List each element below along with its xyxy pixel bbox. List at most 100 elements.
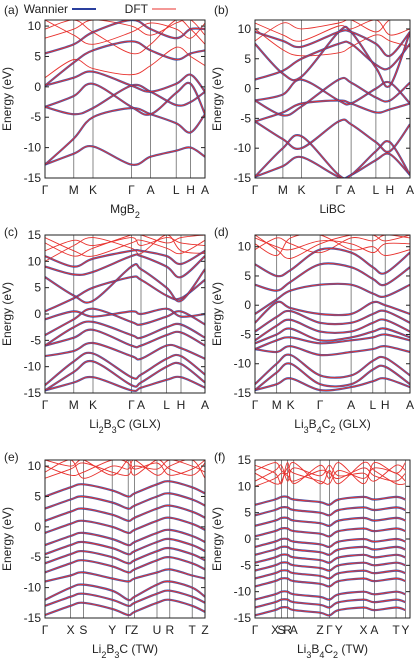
kpoint-label: Γ — [125, 623, 132, 637]
kpoint-label: K — [89, 398, 97, 412]
material-label: MgB2 — [110, 202, 140, 220]
kpoint-label: Γ — [317, 398, 324, 412]
plot-frame — [254, 234, 411, 394]
y-tick-label: -15 — [24, 171, 42, 185]
material-text: C — [324, 642, 333, 656]
dft-band-line — [255, 590, 406, 601]
kpoint-label: A — [406, 183, 414, 197]
kpoint-label: H — [381, 398, 390, 412]
y-axis-label: Energy (eV) — [0, 67, 14, 131]
y-tick-label: 0 — [244, 82, 251, 96]
y-tick-label: 10 — [28, 459, 42, 473]
kpoint-label: X — [359, 623, 367, 637]
material-text: (GLX) — [335, 417, 370, 431]
dft-band-line — [255, 28, 410, 57]
dft-band-line — [255, 26, 410, 88]
dft-band-line — [45, 308, 205, 336]
kpoint-label: Γ — [42, 623, 49, 637]
dft-band-line — [255, 237, 410, 254]
material-subscript: 2 — [330, 425, 335, 435]
y-tick-label: -10 — [234, 357, 252, 371]
wannier-band-line — [255, 590, 406, 601]
wannier-band-line — [255, 345, 410, 357]
y-tick-label: 10 — [238, 240, 252, 254]
material-label: LiBC — [319, 202, 345, 216]
y-tick-label: 5 — [244, 269, 251, 283]
kpoint-label: R — [165, 623, 174, 637]
dft-band-line — [45, 505, 205, 522]
kpoint-label: L — [369, 398, 376, 412]
wannier-band-line — [255, 327, 410, 345]
y-tick-label: -10 — [24, 581, 42, 595]
dft-band-line — [255, 262, 410, 292]
dft-band-line — [255, 134, 410, 178]
kpoint-label: A — [201, 183, 209, 197]
dft-band-line — [45, 145, 205, 166]
dft-band-line — [45, 263, 205, 304]
kpoint-label: T — [189, 623, 197, 637]
dft-band-line — [255, 77, 410, 116]
y-tick-label: 0 — [34, 307, 41, 321]
kpoint-label: H — [186, 183, 195, 197]
bands — [255, 20, 410, 178]
wannier-band-line — [255, 537, 406, 549]
kpoint-label: Γ — [42, 398, 49, 412]
dft-band-line — [255, 561, 406, 572]
dft-band-line — [255, 283, 410, 315]
dft-band-line — [255, 153, 410, 178]
kpoint-label: S — [277, 623, 285, 637]
dft-band-line — [45, 360, 205, 391]
dft-band-line — [45, 107, 205, 165]
y-tick-label: 15 — [28, 228, 42, 242]
y-tick-label: -15 — [24, 611, 42, 625]
material-text: LiBC — [319, 202, 345, 216]
kpoint-label: Γ — [128, 398, 135, 412]
kpoint-label: L — [163, 398, 170, 412]
dft-band-line — [255, 41, 410, 81]
y-tick-label: -15 — [234, 171, 252, 185]
kpoint-label: Γ — [252, 623, 259, 637]
dft-band-line — [255, 100, 410, 122]
dft-band-line — [255, 119, 410, 153]
dft-band-line — [255, 354, 410, 385]
kpoint-label: Y — [401, 623, 409, 637]
y-tick-label: -5 — [30, 333, 41, 347]
material-text: B — [106, 642, 114, 656]
kpoint-label: Γ — [128, 183, 135, 197]
dft-band-line — [255, 333, 410, 350]
kpoint-label: Γ — [252, 398, 259, 412]
dft-band-line — [45, 40, 205, 86]
material-subscript: 2 — [135, 210, 140, 220]
material-text: (TW) — [338, 642, 368, 656]
kpoint-label: K — [297, 183, 305, 197]
wannier-band-line — [255, 377, 410, 392]
wannier-band-line — [255, 25, 410, 88]
plot-frame — [254, 19, 411, 179]
wannier-band-line — [255, 118, 410, 153]
dft-band-line — [255, 318, 410, 341]
panel-label: (d) — [214, 225, 229, 239]
wannier-band-line — [255, 495, 406, 506]
dft-band-line — [45, 235, 205, 257]
dft-band-line — [45, 308, 205, 320]
dft-band-line — [45, 235, 205, 262]
dft-band-line — [45, 547, 205, 564]
kpoint-label: A — [290, 623, 298, 637]
y-tick-label: -5 — [240, 111, 251, 125]
kpoint-label: A — [137, 398, 145, 412]
kpoint-label: Γ — [252, 183, 259, 197]
dft-band-line — [255, 517, 406, 527]
dft-band-line — [255, 462, 406, 485]
dft-band-line — [45, 480, 205, 498]
dft-band-line — [45, 529, 205, 546]
y-tick-label: -5 — [30, 550, 41, 564]
wannier-band-line — [255, 282, 410, 315]
kpoint-label: M — [69, 398, 79, 412]
y-tick-label: -10 — [234, 585, 252, 599]
material-text: C (GLX) — [117, 417, 161, 431]
y-axis-label: Energy (eV) — [210, 67, 224, 131]
